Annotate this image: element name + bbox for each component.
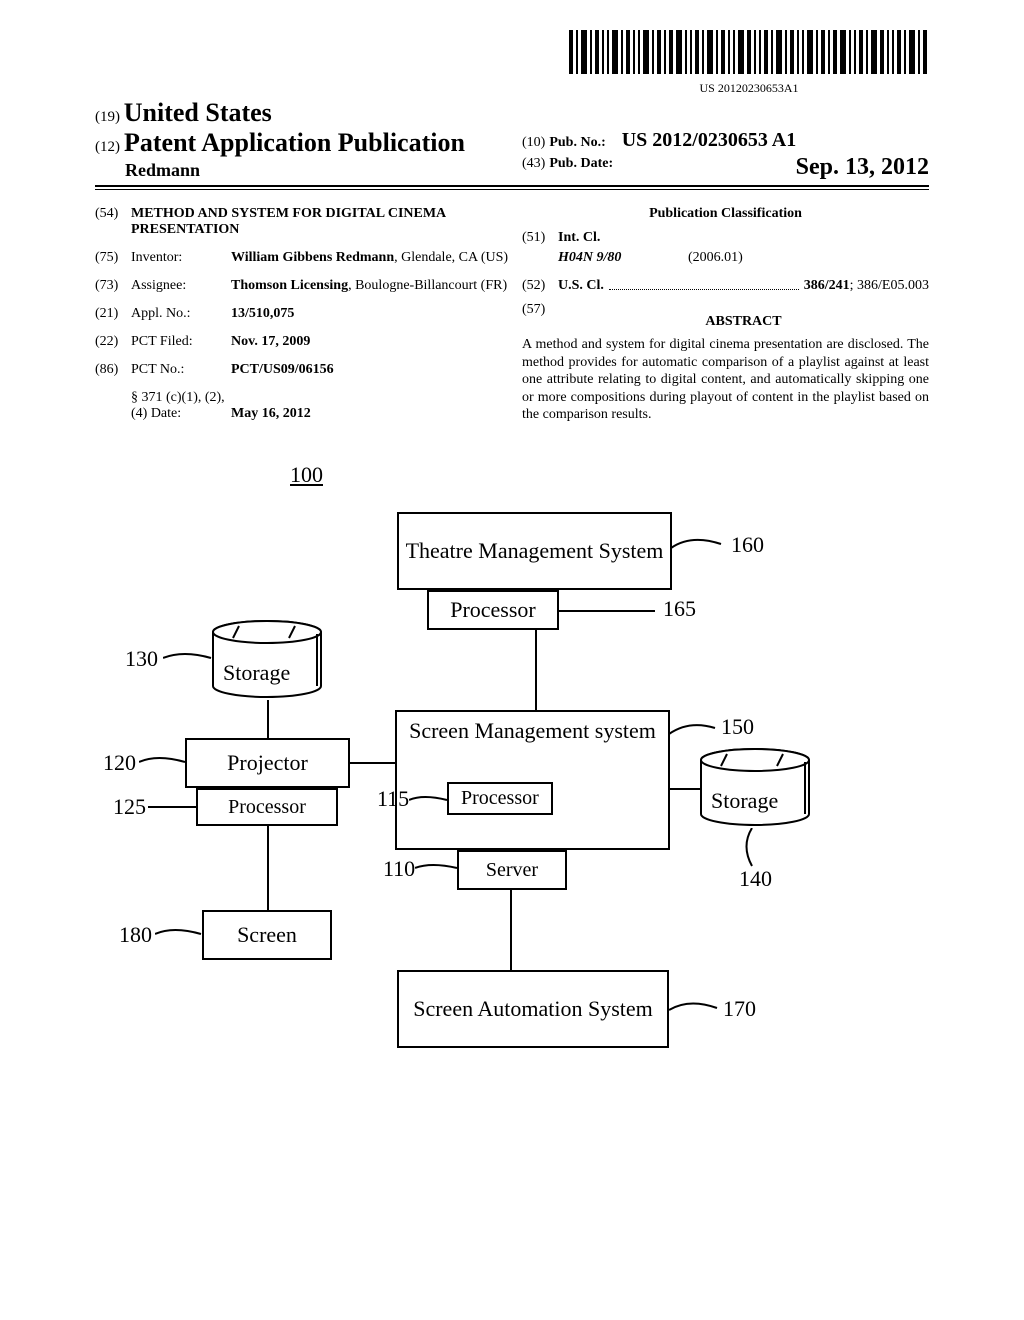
node-tms-processor: Processor [427, 590, 559, 630]
ref-115: 115 [377, 786, 409, 812]
pub-date-label: Pub. Date: [549, 156, 613, 171]
ref-120: 120 [103, 750, 136, 776]
pct-filed-label: PCT Filed: [131, 334, 231, 350]
pub-no-code: (10) [522, 135, 545, 150]
node-tms: Theatre Management System [397, 512, 672, 590]
figure-number: 100 [290, 462, 323, 488]
appl-value: 13/510,075 [231, 306, 512, 322]
ref-125: 125 [113, 794, 146, 820]
storage1-label: Storage [223, 660, 290, 686]
inventor-name-bold: William Gibbens Redmann [231, 250, 394, 265]
leader-screen [155, 924, 205, 944]
header: (19) United States (12) Patent Applicati… [95, 98, 929, 187]
header-left: (19) United States (12) Patent Applicati… [95, 98, 512, 181]
ref-170: 170 [723, 996, 756, 1022]
assignee-name-bold: Thomson Licensing [231, 278, 348, 293]
node-sms: Screen Management system [395, 710, 670, 850]
barcode-number: US 20120230653A1 [569, 81, 929, 96]
sas-label: Screen Automation System [399, 996, 667, 1022]
leader-projector [139, 752, 187, 772]
screen-label: Screen [204, 922, 330, 948]
projector-label: Projector [187, 750, 348, 776]
node-projector: Projector [185, 738, 350, 788]
sms-proc-label: Processor [461, 787, 539, 809]
ref-110: 110 [383, 856, 415, 882]
assignee-code: (73) [95, 278, 131, 294]
pct-filed-code: (22) [95, 334, 131, 350]
inventor-label: Inventor: [131, 250, 231, 266]
leader-sms-proc [409, 792, 449, 808]
pct-no-code: (86) [95, 362, 131, 378]
storage2-label: Storage [711, 788, 778, 814]
figure-diagram: 100 Theatre Management System Processor … [95, 462, 925, 1082]
intcl-label: Int. Cl. [558, 230, 600, 246]
appl-code: (21) [95, 306, 131, 322]
country-code: (19) [95, 109, 120, 125]
patent-title: METHOD AND SYSTEM FOR DIGITAL CINEMA PRE… [131, 206, 512, 238]
abstract-code: (57) [522, 302, 558, 336]
intcl-class: H04N 9/80 [558, 250, 688, 266]
ref-130: 130 [125, 646, 158, 672]
uscl-label: U.S. Cl. [558, 278, 604, 294]
node-server: Server [457, 850, 567, 890]
inventor-value: William Gibbens Redmann, Glendale, CA (U… [231, 250, 512, 266]
node-sas: Screen Automation System [397, 970, 669, 1048]
pub-date-code: (43) [522, 156, 545, 171]
tms-proc-label: Processor [429, 597, 557, 623]
sms-label: Screen Management system [397, 718, 668, 744]
ref-160: 160 [731, 532, 764, 558]
intcl-date: (2006.01) [688, 250, 743, 266]
pub-no-label: Pub. No.: [549, 135, 605, 150]
s371-value: May 16, 2012 [231, 390, 512, 422]
appl-label: Appl. No.: [131, 306, 231, 322]
leader-sms [669, 720, 729, 742]
inventor-name-rest: , Glendale, CA (US) [394, 250, 508, 265]
pub-date: Sep. 13, 2012 [796, 154, 929, 181]
country-name: United States [124, 98, 272, 127]
kind-code: (12) [95, 139, 120, 155]
ref-180: 180 [119, 922, 152, 948]
leader-server [415, 860, 459, 876]
node-proj-processor: Processor [196, 788, 338, 826]
server-label: Server [459, 859, 565, 882]
barcode-area: US 20120230653A1 [95, 30, 929, 96]
assignee-value: Thomson Licensing, Boulogne-Billancourt … [231, 278, 512, 294]
publication-type: Patent Application Publication [124, 128, 465, 157]
uscl-code: (52) [522, 278, 558, 294]
node-sms-processor: Processor [447, 782, 553, 815]
leader-sas [669, 998, 729, 1020]
ref-165: 165 [663, 596, 696, 622]
tms-label: Theatre Management System [399, 538, 670, 564]
assignee-label: Assignee: [131, 278, 231, 294]
s371-label: § 371 (c)(1), (2), (4) Date: [131, 390, 231, 422]
biblio-right-column: Publication Classification (51) Int. Cl.… [512, 206, 929, 434]
pct-filed-value: Nov. 17, 2009 [231, 334, 512, 350]
node-screen: Screen [202, 910, 332, 960]
pct-no-label: PCT No.: [131, 362, 231, 378]
header-right: (10) Pub. No.: US 2012/0230653 A1 (43) P… [512, 129, 929, 181]
proj-proc-label: Processor [198, 796, 336, 819]
leader-storage2 [737, 828, 767, 870]
abstract-text: A method and system for digital cinema p… [522, 336, 929, 424]
classification-header: Publication Classification [522, 206, 929, 222]
abstract-header: ABSTRACT [558, 314, 929, 330]
leader-storage1 [163, 648, 213, 668]
inventor-code: (75) [95, 250, 131, 266]
bibliographic-section: (54) METHOD AND SYSTEM FOR DIGITAL CINEM… [95, 206, 929, 434]
pub-no: US 2012/0230653 A1 [610, 129, 796, 151]
title-code: (54) [95, 206, 131, 238]
ref-150: 150 [721, 714, 754, 740]
biblio-left-column: (54) METHOD AND SYSTEM FOR DIGITAL CINEM… [95, 206, 512, 434]
ref-140: 140 [739, 866, 772, 892]
intcl-code: (51) [522, 230, 558, 246]
pct-no-value: PCT/US09/06156 [231, 362, 512, 378]
assignee-name-rest: , Boulogne-Billancourt (FR) [348, 278, 507, 293]
barcode-graphic: US 20120230653A1 [569, 30, 929, 96]
uscl-value: 386/241; 386/E05.003 [804, 278, 929, 294]
header-inventor: Redmann [95, 160, 512, 181]
